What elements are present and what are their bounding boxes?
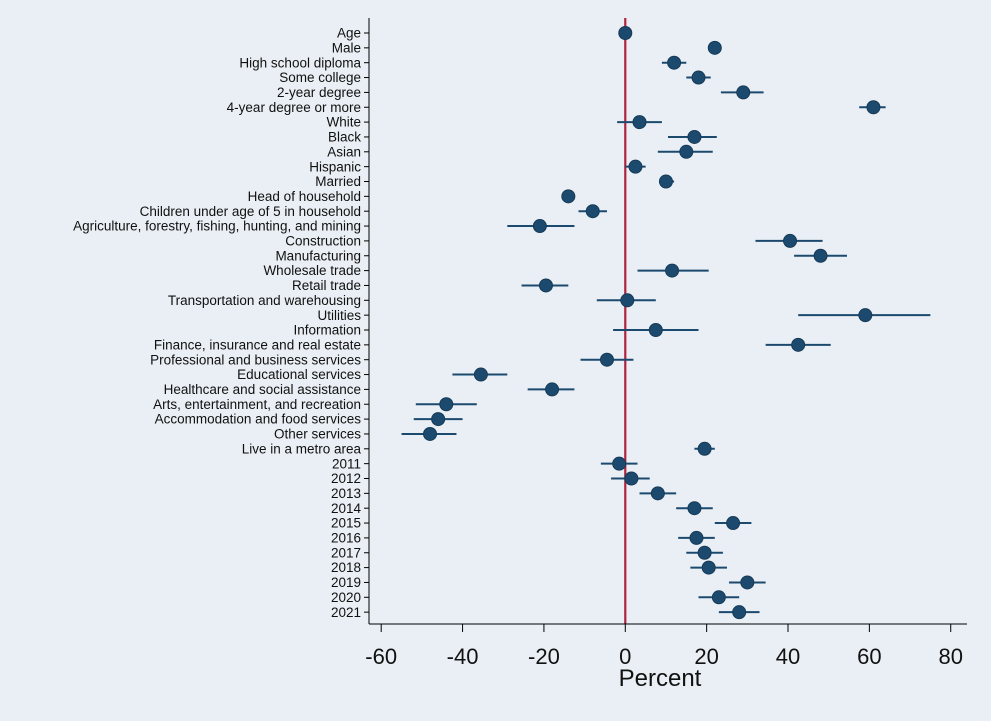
data-point xyxy=(783,233,798,248)
data-point xyxy=(691,70,706,85)
data-point xyxy=(736,85,751,100)
y-tick-label: 2-year degree xyxy=(277,85,361,100)
y-tick-label: Professional and business services xyxy=(150,352,361,367)
y-tick-label: Manufacturing xyxy=(275,248,361,263)
y-tick-label: 4-year degree or more xyxy=(227,100,361,115)
data-point xyxy=(439,397,454,412)
data-point xyxy=(532,219,547,234)
data-point xyxy=(689,530,704,545)
data-point xyxy=(620,293,635,308)
y-tick-label: 2012 xyxy=(331,471,361,486)
data-point xyxy=(431,412,446,427)
data-point xyxy=(707,40,722,55)
data-point xyxy=(813,248,828,263)
y-tick-label: Finance, insurance and real estate xyxy=(154,337,361,352)
y-tick-label: Retail trade xyxy=(292,278,361,293)
y-tick-label: 2013 xyxy=(331,486,361,501)
data-point xyxy=(473,367,488,382)
y-tick-label: High school diploma xyxy=(239,55,361,70)
y-tick-label: 2017 xyxy=(331,545,361,560)
x-tick-label: -60 xyxy=(365,644,397,669)
data-point xyxy=(585,204,600,219)
data-point xyxy=(697,441,712,456)
y-tick-label: 2015 xyxy=(331,516,361,531)
data-point xyxy=(791,337,806,352)
axes-group xyxy=(364,18,967,632)
y-tick-label: Black xyxy=(328,130,361,145)
data-point xyxy=(612,456,627,471)
data-point xyxy=(561,189,576,204)
data-point xyxy=(679,144,694,159)
data-point xyxy=(423,426,438,441)
data-point xyxy=(726,516,741,531)
y-tick-label: Married xyxy=(315,174,361,189)
y-tick-label: Children under age of 5 in household xyxy=(140,204,361,219)
y-tick-label: Educational services xyxy=(237,367,361,382)
y-tick-label: 2016 xyxy=(331,531,361,546)
y-tick-label: 2011 xyxy=(332,456,361,471)
data-point xyxy=(624,471,639,486)
y-tick-label: 2021 xyxy=(331,605,361,620)
y-tick-label: Live in a metro area xyxy=(242,441,362,456)
y-tick-label: Arts, entertainment, and recreation xyxy=(153,397,361,412)
y-tick-label: Utilities xyxy=(317,308,361,323)
x-tick-label: 40 xyxy=(776,644,800,669)
data-point xyxy=(697,545,712,560)
y-tick-label: 2018 xyxy=(331,560,361,575)
y-tick-label: 2014 xyxy=(331,501,362,516)
x-tick-label: 80 xyxy=(938,644,962,669)
points-group xyxy=(423,26,881,620)
y-tick-label: Healthcare and social assistance xyxy=(164,382,361,397)
data-point xyxy=(687,501,702,516)
y-tick-label: Construction xyxy=(285,234,361,249)
y-tick-label: Agriculture, forestry, fishing, hunting,… xyxy=(73,219,361,234)
data-point xyxy=(711,590,726,605)
data-point xyxy=(665,263,680,278)
y-tick-label: Age xyxy=(337,26,361,41)
data-point xyxy=(538,278,553,293)
data-point xyxy=(732,605,747,620)
data-point xyxy=(701,560,716,575)
x-tick-label: -20 xyxy=(528,644,560,669)
x-tick-labels-group: -60 -40 -20 0 20 40 60 80 xyxy=(365,644,963,669)
y-tick-label: Transportation and warehousing xyxy=(168,293,361,308)
data-point xyxy=(650,486,665,501)
data-point xyxy=(628,159,643,174)
data-point xyxy=(545,382,560,397)
y-tick-label: Hispanic xyxy=(309,159,361,174)
y-tick-label: Some college xyxy=(279,70,361,85)
y-tick-label: White xyxy=(326,115,361,130)
y-tick-label: Asian xyxy=(327,144,361,159)
x-axis-title: Percent xyxy=(619,665,702,692)
x-tick-label: -40 xyxy=(447,644,479,669)
data-point xyxy=(658,174,673,189)
y-tick-label: Other services xyxy=(274,427,361,442)
data-point xyxy=(632,115,647,130)
y-tick-label: Wholesale trade xyxy=(263,263,361,278)
x-tick-label: 0 xyxy=(619,644,631,669)
y-tick-label: 2020 xyxy=(331,590,361,605)
data-point xyxy=(858,308,873,323)
data-point xyxy=(648,323,663,337)
x-tick-label: 60 xyxy=(857,644,881,669)
data-point xyxy=(599,352,614,367)
y-tick-label: Head of household xyxy=(248,189,361,204)
y-tick-label: 2019 xyxy=(331,575,361,590)
data-point xyxy=(618,26,633,40)
data-point xyxy=(667,55,682,70)
data-point xyxy=(740,575,755,590)
y-tick-label: Accommodation and food services xyxy=(155,412,362,427)
data-point xyxy=(866,100,881,115)
x-tick-label: 20 xyxy=(694,644,718,669)
y-tick-label: Information xyxy=(293,323,361,338)
y-tick-label: Male xyxy=(332,40,361,55)
data-point xyxy=(687,129,702,144)
